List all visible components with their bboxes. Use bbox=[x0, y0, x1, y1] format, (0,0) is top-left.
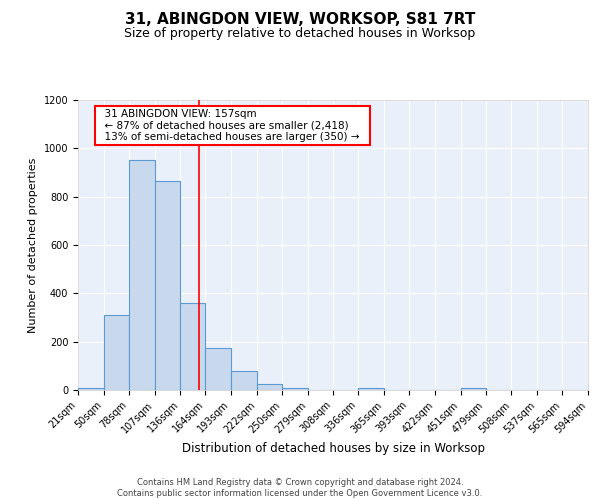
Bar bbox=[257, 384, 282, 390]
Bar bbox=[181, 303, 205, 390]
Y-axis label: Number of detached properties: Number of detached properties bbox=[28, 158, 38, 332]
Text: 31, ABINGDON VIEW, WORKSOP, S81 7RT: 31, ABINGDON VIEW, WORKSOP, S81 7RT bbox=[125, 12, 475, 28]
X-axis label: Distribution of detached houses by size in Worksop: Distribution of detached houses by size … bbox=[182, 442, 485, 454]
Bar bbox=[155, 181, 181, 390]
Bar bbox=[358, 388, 384, 390]
Bar bbox=[461, 388, 485, 390]
Bar bbox=[104, 315, 129, 390]
Text: 31 ABINGDON VIEW: 157sqm  
  ← 87% of detached houses are smaller (2,418)  
  13: 31 ABINGDON VIEW: 157sqm ← 87% of detach… bbox=[98, 108, 367, 142]
Bar bbox=[231, 370, 257, 390]
Bar bbox=[78, 388, 104, 390]
Bar bbox=[205, 348, 231, 390]
Text: Contains HM Land Registry data © Crown copyright and database right 2024.
Contai: Contains HM Land Registry data © Crown c… bbox=[118, 478, 482, 498]
Bar bbox=[129, 160, 155, 390]
Text: Size of property relative to detached houses in Worksop: Size of property relative to detached ho… bbox=[124, 28, 476, 40]
Bar bbox=[282, 388, 308, 390]
